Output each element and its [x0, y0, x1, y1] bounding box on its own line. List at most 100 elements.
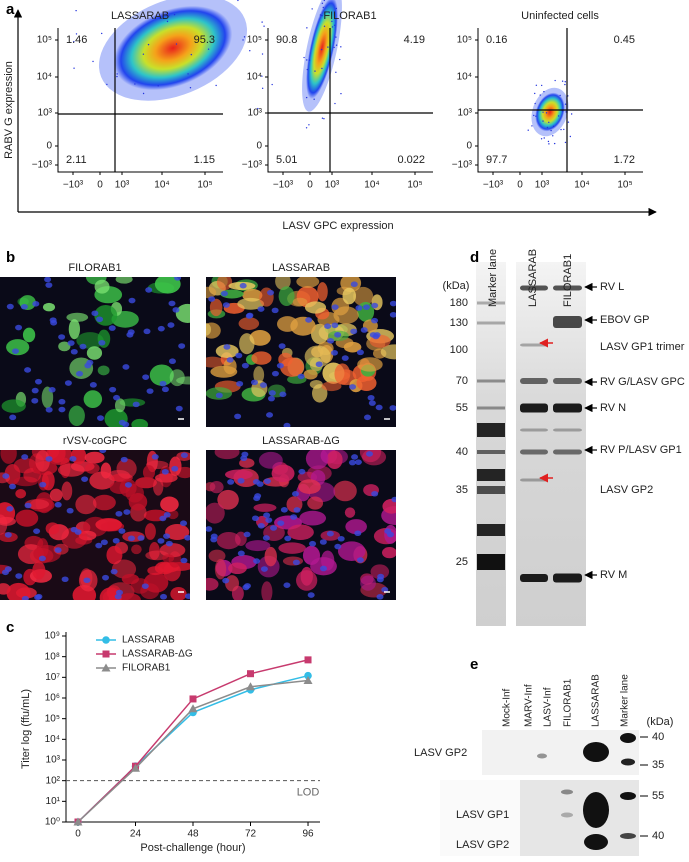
- cell: [0, 450, 17, 464]
- event-dot: [207, 48, 210, 50]
- nucleus: [389, 311, 396, 318]
- blot: [520, 780, 639, 856]
- cell: [206, 577, 219, 591]
- blot-label-area: [440, 780, 520, 856]
- nucleus: [45, 282, 53, 288]
- nucleus: [174, 277, 182, 281]
- cell: [162, 554, 175, 563]
- nucleus: [98, 339, 106, 346]
- nucleus: [61, 576, 69, 583]
- band: [520, 403, 548, 413]
- cell: [95, 518, 122, 532]
- image-label: rVSV-coGPC: [63, 435, 127, 447]
- cell: [209, 298, 223, 317]
- event-dot: [306, 68, 309, 71]
- quadrant-value: 0.16: [486, 34, 507, 46]
- cell: [149, 364, 174, 386]
- event-dot: [190, 53, 193, 56]
- event-dot: [323, 0, 326, 2]
- nucleus: [180, 520, 188, 527]
- nucleus: [334, 543, 342, 550]
- image-label: LASSARAB-ΔG: [262, 435, 340, 447]
- event-dot: [564, 83, 566, 86]
- event-dot: [73, 67, 75, 69]
- band: [520, 343, 548, 347]
- nucleus: [362, 304, 370, 310]
- cell: [111, 559, 137, 579]
- event-dot: [564, 141, 567, 144]
- event-dot: [535, 115, 537, 117]
- y-tick-label: 0: [46, 141, 52, 152]
- y-tick-label: 10⁸: [45, 651, 60, 662]
- nucleus: [2, 473, 10, 479]
- nucleus: [222, 577, 230, 584]
- marker-lane-blot: [476, 262, 506, 626]
- nucleus: [241, 451, 249, 458]
- cell: [35, 450, 50, 472]
- nucleus: [259, 382, 267, 388]
- image-label: LASSARAB: [272, 262, 330, 274]
- y-axis-label: RABV G expression: [3, 61, 15, 159]
- nucleus: [168, 300, 176, 307]
- nucleus: [279, 391, 287, 398]
- cell: [228, 562, 247, 575]
- nucleus: [327, 338, 335, 344]
- band: [553, 449, 582, 455]
- event-dot: [305, 127, 308, 129]
- y-tick-label: 10⁴: [247, 72, 262, 83]
- cell: [160, 496, 179, 512]
- cell: [278, 286, 295, 307]
- cell: [249, 330, 271, 346]
- cell: [298, 479, 321, 494]
- event-dot: [543, 90, 545, 93]
- nucleus: [123, 509, 131, 515]
- nucleus: [76, 370, 84, 377]
- band: [553, 573, 582, 583]
- nucleus: [319, 539, 327, 545]
- event-dot: [559, 94, 561, 97]
- band: [520, 478, 548, 482]
- band-label: LASV GP2: [456, 839, 509, 851]
- nucleus: [227, 479, 235, 485]
- nucleus: [280, 507, 288, 513]
- band-label: LASV GP2: [414, 747, 467, 759]
- band: [553, 428, 582, 432]
- quadrant-value: 1.15: [194, 154, 215, 166]
- event-dot: [340, 46, 342, 48]
- data-point: [189, 695, 197, 703]
- x-tick-label: −10³: [483, 180, 504, 191]
- cell: [276, 316, 298, 332]
- cell: [135, 477, 157, 489]
- nucleus: [54, 547, 62, 553]
- density-cloud: [535, 92, 565, 132]
- event-dot: [142, 92, 145, 95]
- x-tick-label: 72: [245, 829, 257, 840]
- cell: [264, 546, 277, 567]
- cell: [206, 356, 225, 368]
- cell: [304, 301, 327, 314]
- nucleus: [64, 380, 72, 386]
- event-dot: [534, 102, 536, 105]
- nucleus: [127, 535, 135, 542]
- cell: [167, 509, 179, 520]
- nucleus: [384, 528, 392, 534]
- cell: [175, 303, 190, 323]
- nucleus: [20, 303, 28, 310]
- y-tick-label: 10⁴: [37, 72, 52, 83]
- nucleus: [6, 505, 14, 512]
- ladder-band: [477, 301, 505, 305]
- mw-label: 40: [652, 731, 664, 743]
- x-tick-label: 10³: [535, 180, 550, 191]
- image-label: FILORAB1: [68, 262, 121, 274]
- nucleus: [172, 307, 180, 313]
- event-dot: [319, 14, 322, 16]
- event-dot: [534, 92, 536, 95]
- nucleus: [381, 586, 389, 593]
- nucleus: [215, 392, 223, 399]
- nucleus: [324, 323, 332, 329]
- nucleus: [39, 481, 47, 488]
- mw-label: 40: [652, 830, 664, 842]
- nucleus: [315, 361, 323, 368]
- cell: [287, 524, 314, 540]
